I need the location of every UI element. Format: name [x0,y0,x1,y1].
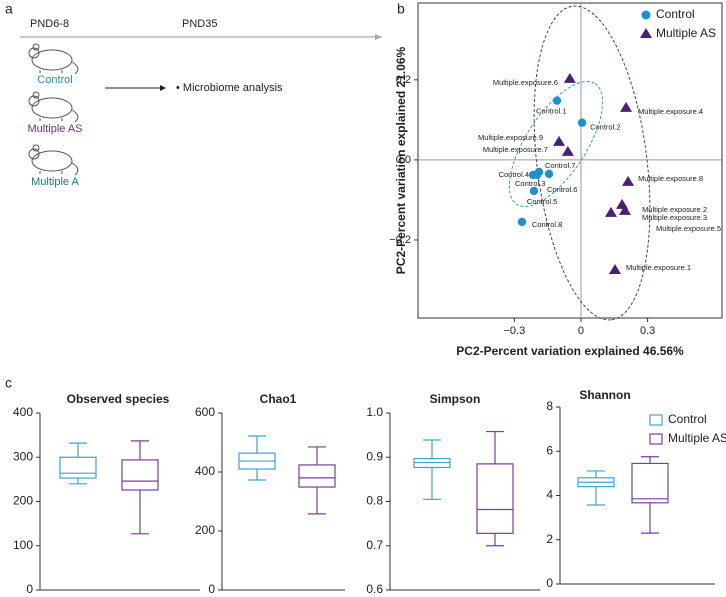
point-label: Control.8 [532,220,562,229]
y-tick-label: 4 [546,488,553,502]
legend-label: Control [668,412,707,426]
point-label: Multiple.exposure.2 [642,205,707,214]
legend-marker [649,433,663,445]
point-label: Control.1 [536,107,566,116]
x-axis-label: PC2-Percent variation explained 46.56% [456,344,684,358]
point [618,204,631,215]
point-label: Control.5 [527,197,557,206]
group-label: Control [37,74,72,86]
timeline-label: PND35 [182,18,217,30]
y-tick-label: 100 [13,538,33,552]
x-tick-label: 0 [578,325,584,337]
box [298,464,336,488]
chart-title: Observed species [67,392,170,406]
box [59,456,97,479]
point [561,145,574,156]
point-label: Multiple.exposure.4 [638,107,703,116]
legend-label: Multiple AS [668,431,726,445]
y-tick-label: 0.2 [396,74,411,86]
panel-label: a [5,1,13,17]
y-axis-label: PC2-Percent variation explained 21.06% [394,46,408,274]
y-tick-label: 300 [13,449,33,463]
point [552,96,562,105]
point-label: Control.7 [545,161,575,170]
point-label: Control.6 [547,185,577,194]
y-tick-label: 0 [26,582,33,596]
box [631,462,669,504]
confidence-ellipse [533,5,651,321]
output-label: • Microbiome analysis [176,82,283,94]
point-label: Control.4 [499,170,529,179]
point [517,217,527,227]
point-label: Multiple.exposure.6 [493,78,558,87]
y-tick-label: 400 [195,464,215,478]
point-label: Multiple.exposure.3 [642,213,707,222]
y-tick-label: 600 [195,405,215,419]
y-tick-label: 0.6 [366,582,383,596]
y-tick-label: 2 [546,532,553,546]
y-tick-label: 0.0 [396,154,411,166]
y-tick-label: 0 [546,576,553,590]
point [534,167,544,177]
legend-label: Multiple AS [656,26,716,40]
y-tick-label: −0.2 [389,234,411,246]
y-tick-label: 0.7 [366,538,383,552]
point [529,186,539,196]
y-tick-label: 0.8 [366,494,383,508]
point [622,175,635,186]
point-label: Multiple.exposure.8 [638,174,703,183]
legend-marker [640,28,652,38]
point [563,72,576,83]
y-tick-label: 6 [546,443,553,457]
point-label: Multiple.exposure.7 [483,145,548,154]
panel-label: c [5,375,12,391]
mouse-icons [28,43,79,176]
box [121,459,159,491]
y-tick-label: 400 [13,405,33,419]
point-label: Control.3 [515,179,545,188]
point-label: Multiple.exposure.9 [478,133,543,142]
group-label: Multiple A [31,176,79,188]
point-label: Multiple.exposure.1 [626,263,691,272]
box [476,463,514,534]
chart-title: Simpson [430,392,481,406]
point [620,101,633,112]
legend-label: Control [656,7,695,21]
point-label: Control.2 [590,123,620,132]
panel-label: b [397,1,405,17]
point [577,118,587,127]
y-tick-label: 200 [13,494,33,508]
timeline-label: PND6-8 [30,18,69,30]
legend-marker [641,10,651,20]
x-tick-label: −0.3 [504,325,526,337]
x-tick-label: 0.3 [640,325,655,337]
y-tick-label: 1.0 [366,405,383,419]
legend-marker [649,414,663,426]
chart-title: Shannon [579,388,630,402]
y-tick-label: 0.9 [366,449,383,463]
y-tick-label: 0 [208,582,215,596]
point [604,206,617,217]
point [553,135,566,146]
y-tick-label: 200 [195,523,215,537]
plot-frame [417,2,723,319]
point-label: Multiple.exposure.5 [656,224,721,233]
arrowhead [160,85,166,91]
group-label: Multiple AS [27,123,82,135]
arrowhead [375,34,382,40]
point [544,169,554,179]
y-tick-label: 8 [546,399,553,413]
chart-title: Chao1 [260,392,297,406]
point [608,263,621,274]
